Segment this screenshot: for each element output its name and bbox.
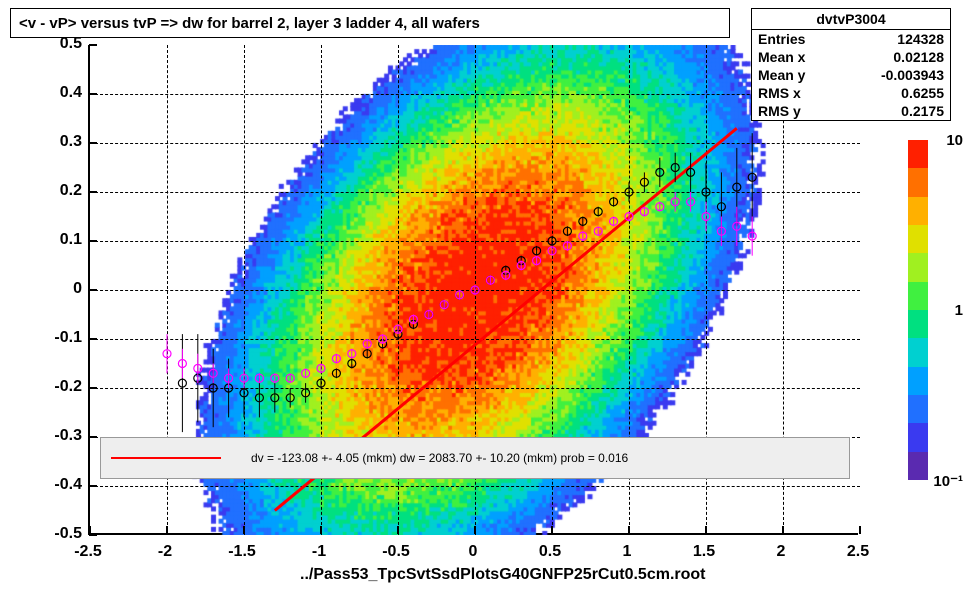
plot-frame: dv = -123.08 +- 4.05 (mkm) dw = 2083.70 … xyxy=(88,45,858,535)
stats-box: dvtvP3004 Entries124328 Mean x0.02128 Me… xyxy=(751,8,951,121)
stats-meanx: Mean x0.02128 xyxy=(752,48,950,66)
footer-file-path: ../Pass53_TpcSvtSsdPlotsG40GNFP25rCut0.5… xyxy=(300,566,705,584)
legend-text: dv = -123.08 +- 4.05 (mkm) dw = 2083.70 … xyxy=(251,451,628,465)
legend-line-sample xyxy=(111,457,221,459)
stats-entries: Entries124328 xyxy=(752,30,950,48)
fit-legend: dv = -123.08 +- 4.05 (mkm) dw = 2083.70 … xyxy=(100,437,850,479)
chart-title: <v - vP> versus tvP => dw for barrel 2, … xyxy=(10,8,730,38)
stats-rmsx: RMS x0.6255 xyxy=(752,84,950,102)
colorbar xyxy=(908,140,928,480)
stats-meany: Mean y-0.003943 xyxy=(752,66,950,84)
stats-rmsy: RMS y0.2175 xyxy=(752,102,950,120)
plot-area: dv = -123.08 +- 4.05 (mkm) dw = 2083.70 … xyxy=(88,45,858,535)
stats-title: dvtvP3004 xyxy=(752,9,950,30)
title-text: <v - vP> versus tvP => dw for barrel 2, … xyxy=(19,15,480,32)
